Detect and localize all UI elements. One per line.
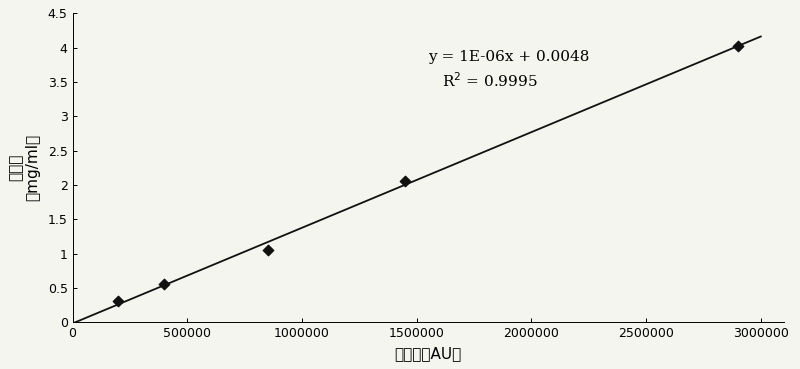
Point [398,178,411,184]
Point [261,247,274,253]
Point [158,281,170,287]
Text: R$^2$ = 0.9995: R$^2$ = 0.9995 [442,72,538,90]
Point [731,43,744,49]
X-axis label: 采样值（AU）: 采样值（AU） [394,346,462,361]
Point [112,299,125,304]
Text: y = 1E-06x + 0.0048: y = 1E-06x + 0.0048 [428,51,590,64]
Y-axis label: 拟合值
（mg/ml）: 拟合值 （mg/ml） [8,134,41,201]
